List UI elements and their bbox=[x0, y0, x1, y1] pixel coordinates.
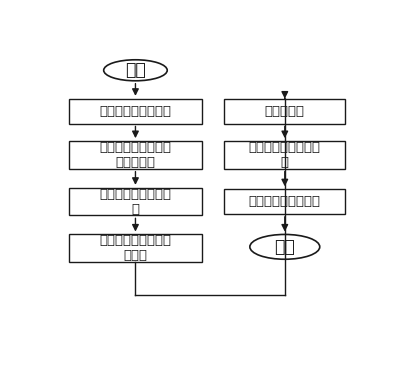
FancyBboxPatch shape bbox=[69, 188, 202, 216]
FancyBboxPatch shape bbox=[224, 141, 344, 169]
Text: 显示并报警故障信息: 显示并报警故障信息 bbox=[248, 195, 320, 208]
Text: 计算电感值: 计算电感值 bbox=[264, 105, 304, 117]
FancyBboxPatch shape bbox=[224, 99, 344, 124]
Text: 输出固定频率电压信
号: 输出固定频率电压信 号 bbox=[99, 188, 171, 216]
FancyBboxPatch shape bbox=[69, 235, 202, 262]
FancyBboxPatch shape bbox=[224, 189, 344, 214]
Ellipse shape bbox=[249, 235, 319, 259]
FancyBboxPatch shape bbox=[69, 141, 202, 169]
Text: 检测滤波电感电压、
串流值: 检测滤波电感电压、 串流值 bbox=[99, 234, 171, 262]
Text: 由电流源控制切换到
电压源控制: 由电流源控制切换到 电压源控制 bbox=[99, 141, 171, 169]
FancyBboxPatch shape bbox=[69, 99, 202, 124]
Text: 结束: 结束 bbox=[274, 238, 294, 256]
Ellipse shape bbox=[103, 60, 167, 81]
Text: 开始: 开始 bbox=[125, 61, 146, 79]
Text: 判断电感是否发生故
障: 判断电感是否发生故 障 bbox=[248, 141, 320, 169]
Text: 保持逆变器空载状态: 保持逆变器空载状态 bbox=[99, 105, 171, 117]
